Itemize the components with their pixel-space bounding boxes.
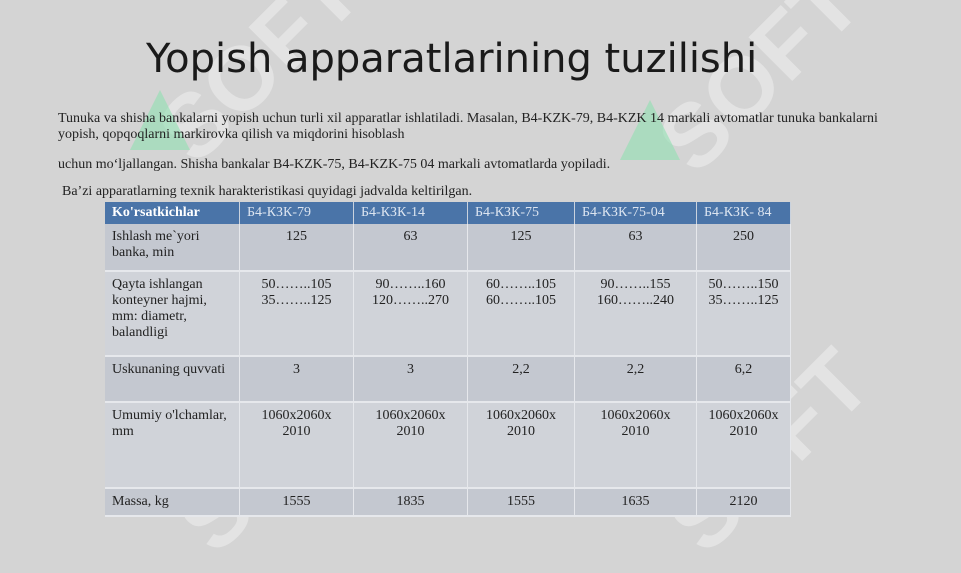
cell-value: 1060x2060x 2010 [467,402,575,489]
paragraph-intro: Tunuka va shisha bankalarni yopish uchun… [58,111,878,142]
cell-value: 1555 [239,488,354,517]
row-label: Uskunaning quvvati [105,356,240,403]
header-model: Б4-КЗК- 84 [696,202,791,224]
cell-value: 63 [353,224,468,272]
cell-value: 1635 [574,488,697,517]
row-label: Ishlash me`yori banka, min [105,224,240,272]
paragraph-table-intro: Ba’zi apparatlarning texnik harakteristi… [62,184,473,199]
cell-value: 250 [696,224,791,272]
slide-title: Yopish apparatlarining tuzilishi [146,36,758,82]
cell-value: 1060x2060x 2010 [353,402,468,489]
cell-value: 1555 [467,488,575,517]
paragraph-glass: uchun mo‘ljallangan. Shisha bankalar B4-… [58,157,611,172]
cell-value: 50……..150 35……..125 [696,271,791,357]
cell-value: 50……..105 35……..125 [239,271,354,357]
cell-value: 63 [574,224,697,272]
cell-value: 2,2 [467,356,575,403]
header-model: Б4-КЗК-75-04 [574,202,697,224]
watermark-text: SOFT [639,0,880,192]
cell-value: 2,2 [574,356,697,403]
table-row: Umumiy o'lchamlar, mm 1060x2060x 2010 106… [105,402,791,489]
cell-value: 90……..160 120……..270 [353,271,468,357]
cell-value: 3 [353,356,468,403]
cell-value: 1060x2060x 2010 [574,402,697,489]
header-model: Б4-КЗК-14 [353,202,468,224]
header-model: Б4-КЗК-75 [467,202,575,224]
cell-value: 1060x2060x 2010 [696,402,791,489]
table-row: Massa, kg 1555 1835 1555 1635 2120 [105,488,791,517]
table-header-row: Ko'rsatkichlar Б4-КЗК-79 Б4-КЗК-14 Б4-КЗ… [105,202,791,224]
cell-value: 90……..155 160……..240 [574,271,697,357]
header-indicators: Ko'rsatkichlar [105,202,240,224]
cell-value: 125 [239,224,354,272]
cell-value: 1060x2060x 2010 [239,402,354,489]
row-label: Massa, kg [105,488,240,517]
cell-value: 125 [467,224,575,272]
cell-value: 6,2 [696,356,791,403]
row-label: Umumiy o'lchamlar, mm [105,402,240,489]
table-row: Qayta ishlangan konteyner hajmi, mm: dia… [105,271,791,357]
cell-value: 2120 [696,488,791,517]
table-row: Uskunaning quvvati 3 3 2,2 2,2 6,2 [105,356,791,403]
header-model: Б4-КЗК-79 [239,202,354,224]
cell-value: 1835 [353,488,468,517]
watermark-text: SOFT [139,0,380,182]
cell-value: 60……..105 60……..105 [467,271,575,357]
row-label: Qayta ishlangan konteyner hajmi, mm: dia… [105,271,240,357]
cell-value: 3 [239,356,354,403]
table-row: Ishlash me`yori banka, min 125 63 125 63… [105,224,791,272]
specs-table: Ko'rsatkichlar Б4-КЗК-79 Б4-КЗК-14 Б4-КЗ… [105,202,791,517]
